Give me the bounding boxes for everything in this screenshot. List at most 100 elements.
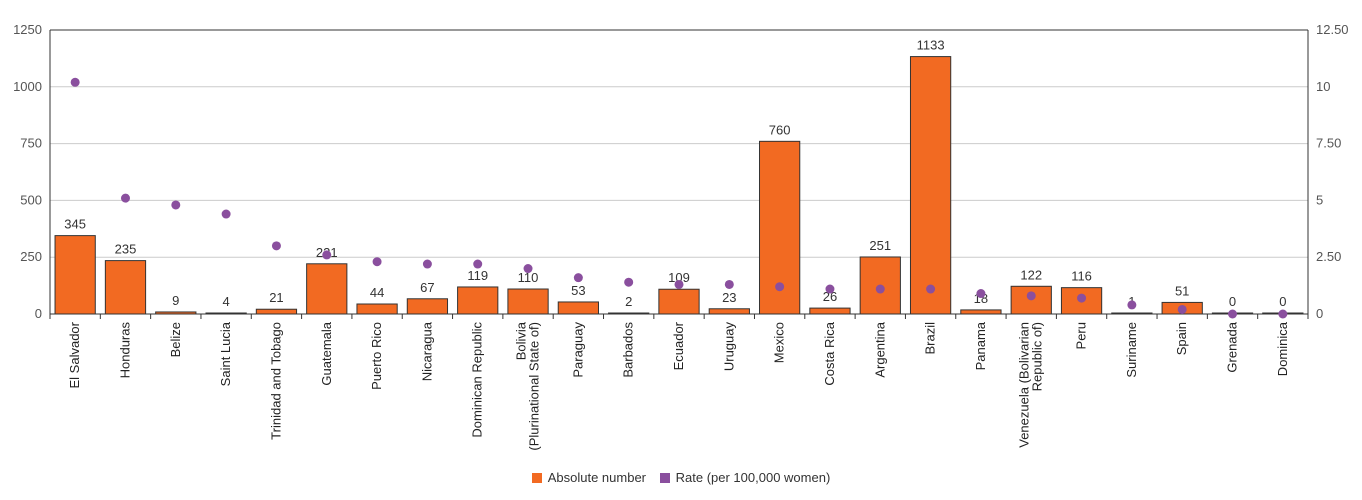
rate-point[interactable]: [221, 209, 231, 219]
bar-data-label: 2: [625, 294, 632, 309]
rate-point[interactable]: [523, 264, 533, 274]
rate-point[interactable]: [271, 241, 281, 251]
rate-point[interactable]: [120, 193, 130, 203]
bar-data-label: 0: [1279, 294, 1286, 309]
x-tick-label: Trinidad and Tobago: [268, 322, 283, 440]
rate-point[interactable]: [1278, 309, 1288, 319]
x-tick-label: Bolivia(Plurinational State of): [514, 321, 542, 450]
x-tick-label: Panama: [973, 321, 988, 370]
rate-point[interactable]: [1127, 300, 1137, 310]
rate-point[interactable]: [322, 250, 332, 260]
x-tick-label: Puerto Rico: [369, 322, 384, 390]
x-tick-label: Uruguay: [721, 322, 736, 372]
bar[interactable]: [708, 308, 750, 315]
legend-item-absolute[interactable]: Absolute number: [531, 470, 646, 485]
bar[interactable]: [859, 256, 901, 315]
x-tick-label: Ecuador: [671, 321, 686, 370]
x-tick-label: Peru: [1074, 322, 1089, 349]
x-tick-label: Spain: [1174, 322, 1189, 355]
y-tick-left: 1000: [13, 79, 42, 94]
bar-data-label: 119: [467, 268, 488, 283]
bar[interactable]: [608, 312, 650, 315]
legend-swatch-absolute: [531, 472, 542, 483]
bar-data-label: 0: [1229, 294, 1236, 309]
x-tick-label: Costa Rica: [822, 321, 837, 385]
bar-data-label: 109: [668, 270, 690, 285]
rate-point[interactable]: [775, 282, 785, 292]
rate-point[interactable]: [372, 257, 382, 267]
bar[interactable]: [205, 312, 247, 315]
bar-data-label: 760: [769, 122, 791, 137]
bar-data-label: 4: [223, 294, 230, 309]
bar-data-label: 251: [869, 238, 891, 253]
rate-point[interactable]: [171, 200, 181, 210]
x-tick-label: Venezuela (BolivarianRepublic of): [1017, 322, 1045, 448]
rate-point[interactable]: [573, 273, 583, 283]
x-tick-label: Dominican Republic: [470, 322, 485, 438]
bar[interactable]: [457, 286, 499, 315]
x-tick-label: Argentina: [872, 321, 887, 377]
y-tick-left: 500: [20, 192, 42, 207]
y-tick-right: 5: [1316, 192, 1323, 207]
bar-data-label: 67: [420, 280, 434, 295]
rate-point[interactable]: [624, 277, 634, 287]
rate-point[interactable]: [976, 289, 986, 299]
bar-data-label: 9: [172, 293, 179, 308]
bar-data-label: 44: [370, 285, 384, 300]
y-tick-left: 0: [35, 306, 42, 321]
y-tick-left: 1250: [13, 22, 42, 37]
legend-swatch-rate: [659, 472, 670, 483]
y-tick-right: 0: [1316, 306, 1323, 321]
bar[interactable]: [406, 298, 449, 315]
x-tick-label: Belize: [168, 322, 183, 357]
rate-point[interactable]: [875, 284, 885, 294]
rate-point[interactable]: [674, 279, 684, 289]
bar-data-label: 21: [269, 290, 283, 305]
rate-point[interactable]: [1177, 304, 1187, 314]
bar-data-label: 26: [823, 289, 837, 304]
bar[interactable]: [909, 56, 952, 315]
y-tick-left: 750: [20, 136, 42, 151]
bar-data-label: 53: [571, 283, 585, 298]
bar[interactable]: [306, 263, 348, 315]
bar[interactable]: [155, 311, 197, 315]
bar-data-label: 345: [64, 217, 86, 232]
y-tick-right: 7.50: [1316, 136, 1341, 151]
bar[interactable]: [960, 309, 1002, 315]
x-tick-label: Guatemala: [319, 321, 334, 385]
bar-data-label: 116: [1071, 269, 1092, 284]
rate-point[interactable]: [1026, 291, 1036, 301]
rate-point[interactable]: [473, 259, 483, 269]
bar[interactable]: [1111, 312, 1153, 315]
bar[interactable]: [557, 301, 599, 315]
x-tick-label: Barbados: [621, 322, 636, 378]
x-tick-label: Honduras: [117, 322, 132, 379]
x-tick-label: Paraguay: [570, 322, 585, 378]
rate-point[interactable]: [825, 284, 835, 294]
legend: Absolute number Rate (per 100,000 women): [0, 470, 1362, 486]
bar[interactable]: [809, 307, 851, 315]
legend-label-absolute: Absolute number: [547, 470, 646, 485]
x-tick-label: Saint Lucia: [218, 321, 233, 386]
bar[interactable]: [255, 308, 298, 315]
x-tick-label: Brazil: [923, 322, 938, 355]
rate-point[interactable]: [422, 259, 432, 269]
rate-point[interactable]: [1228, 309, 1238, 319]
x-tick-label: Mexico: [772, 322, 787, 363]
bar[interactable]: [658, 288, 700, 315]
rate-point[interactable]: [70, 77, 80, 87]
rate-point[interactable]: [724, 279, 734, 289]
bar[interactable]: [54, 235, 96, 315]
legend-item-rate[interactable]: Rate (per 100,000 women): [659, 470, 830, 485]
x-tick-label: El Salvador: [67, 321, 82, 388]
bar[interactable]: [104, 260, 147, 315]
bar[interactable]: [356, 303, 398, 315]
bar-data-label: 122: [1020, 267, 1042, 282]
x-tick-label: Nicaragua: [419, 321, 434, 381]
bar-data-label: 23: [722, 290, 736, 305]
rate-point[interactable]: [926, 284, 936, 294]
rate-point[interactable]: [1077, 293, 1087, 303]
y-tick-left: 250: [20, 249, 42, 264]
bar[interactable]: [507, 288, 549, 315]
